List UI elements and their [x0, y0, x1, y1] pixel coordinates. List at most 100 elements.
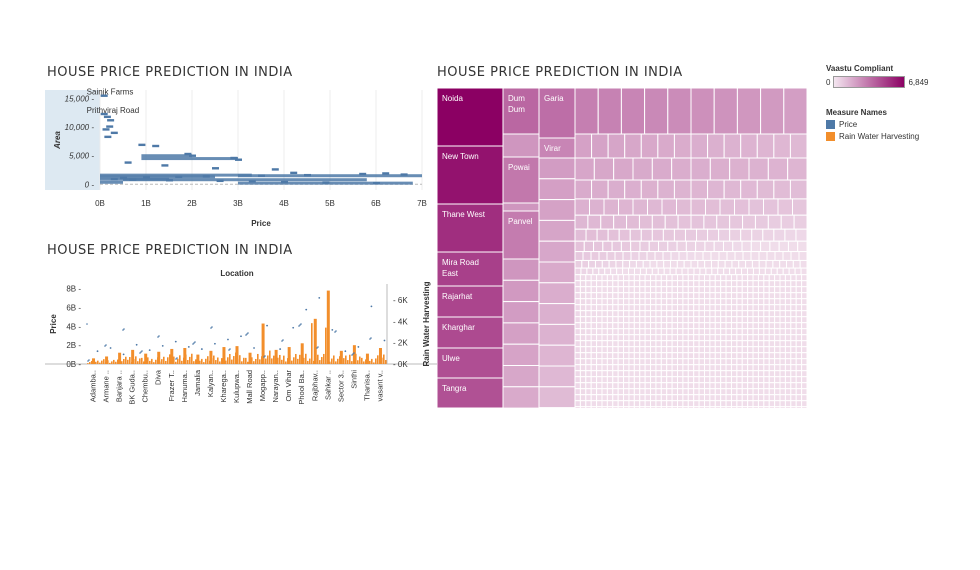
treemap-cell [574, 259, 583, 269]
treemap-cell [638, 251, 648, 261]
treemap-cell [650, 358, 657, 366]
bar-mark [163, 356, 165, 364]
legend-item-price[interactable]: Price [826, 120, 919, 129]
treemap-cell [574, 251, 584, 261]
treemap-cell [666, 382, 673, 390]
treemap-cell [696, 228, 709, 242]
treemap-cell [752, 267, 760, 276]
treemap-cell [655, 346, 662, 354]
treemap-cell [724, 259, 733, 269]
treemap-cell [784, 228, 797, 242]
treemap-cell [801, 358, 807, 366]
treemap-label: Mira Road [442, 258, 479, 267]
treemap-cell [574, 328, 581, 336]
treemap-cell [646, 251, 656, 261]
bar-rain-dot [88, 359, 90, 361]
treemap-cell [606, 346, 614, 354]
treemap-cell [601, 364, 608, 372]
bar-mark [339, 356, 341, 364]
bar-y2-tick: - 4K [393, 317, 408, 326]
treemap-cell [779, 352, 786, 360]
treemap-cell [629, 259, 637, 269]
treemap-cell [644, 334, 652, 342]
treemap-cell [710, 259, 719, 269]
bar-mark [169, 354, 171, 364]
treemap-cell [725, 310, 732, 318]
treemap-cell [620, 240, 632, 253]
treemap-cell [783, 88, 807, 135]
treemap-cell [682, 298, 689, 306]
treemap-cell [622, 259, 631, 269]
scatter-plot-area [100, 90, 422, 190]
bar-mark [217, 357, 219, 364]
treemap-cell [677, 334, 684, 342]
treemap-cell [538, 199, 576, 221]
treemap-cell [639, 352, 646, 360]
treemap-cell [612, 322, 619, 330]
treemap-cell [623, 394, 630, 402]
treemap-cell [660, 280, 668, 288]
scatter-chart[interactable]: 0B 1B 2B 3B 4B 5B 6B 7B0 -5,000 -10,000 -15,000… [40, 86, 440, 236]
treemap-cell [682, 370, 689, 378]
treemap-cell [698, 328, 705, 336]
treemap-cell [747, 334, 754, 342]
bar-mark [317, 354, 319, 364]
bar-mark [167, 357, 169, 364]
treemap-cell [779, 370, 786, 378]
treemap-cell [502, 322, 540, 345]
bar-mark [279, 354, 281, 364]
treemap-cell [633, 340, 641, 348]
treemap-cell [732, 240, 743, 253]
treemap-cell [655, 388, 662, 396]
treemap-cell [752, 286, 759, 294]
treemap-cell [591, 179, 609, 200]
treemap-cell [650, 298, 657, 306]
bar-mark [283, 355, 285, 364]
treemap-cell [790, 388, 797, 396]
scatter-point [258, 174, 265, 177]
treemap-cell [703, 322, 711, 330]
treemap-cell [650, 274, 657, 282]
treemap-cell [774, 292, 781, 300]
treemap-cell-thane-west [437, 203, 504, 253]
treemap-cell [801, 364, 807, 372]
treemap-cell [687, 322, 695, 330]
treemap-cell [801, 310, 807, 318]
treemap-cell [623, 286, 630, 294]
treemap-cell [779, 316, 786, 324]
treemap-cell [709, 298, 716, 306]
bar-rain-point [331, 328, 334, 331]
treemap-cell [644, 292, 652, 300]
treemap-cell [720, 280, 727, 288]
treemap-cell [590, 406, 598, 408]
treemap-cell [763, 298, 770, 306]
treemap-cell [763, 382, 770, 390]
treemap-cell [757, 286, 765, 294]
treemap-cell [703, 346, 711, 354]
treemap-cell [795, 394, 803, 402]
treemap-cell [720, 286, 727, 294]
treemap-cell [670, 251, 680, 261]
bar-mark [151, 358, 153, 364]
treemap-cell [633, 406, 641, 408]
bar-mark [207, 356, 209, 364]
scatter-point [304, 173, 311, 177]
bar-rain-dot [317, 346, 319, 348]
treemap-cell [779, 376, 786, 384]
treemap-cell [682, 382, 689, 390]
treemap-cell [633, 358, 641, 366]
legend-item-rain-water[interactable]: Rain Water Harvesting [826, 132, 919, 141]
treemap-cell [790, 346, 797, 354]
treemap-cell [574, 406, 581, 408]
treemap-cell [671, 346, 679, 354]
treemap-cell [740, 179, 758, 200]
treemap-cell [677, 298, 684, 306]
treemap-cell [709, 334, 716, 342]
treemap-cell [644, 304, 652, 312]
treemap-cell [622, 267, 630, 276]
treemap-cell [703, 334, 711, 342]
treemap-cell [768, 406, 776, 408]
treemap-cell [677, 292, 684, 300]
